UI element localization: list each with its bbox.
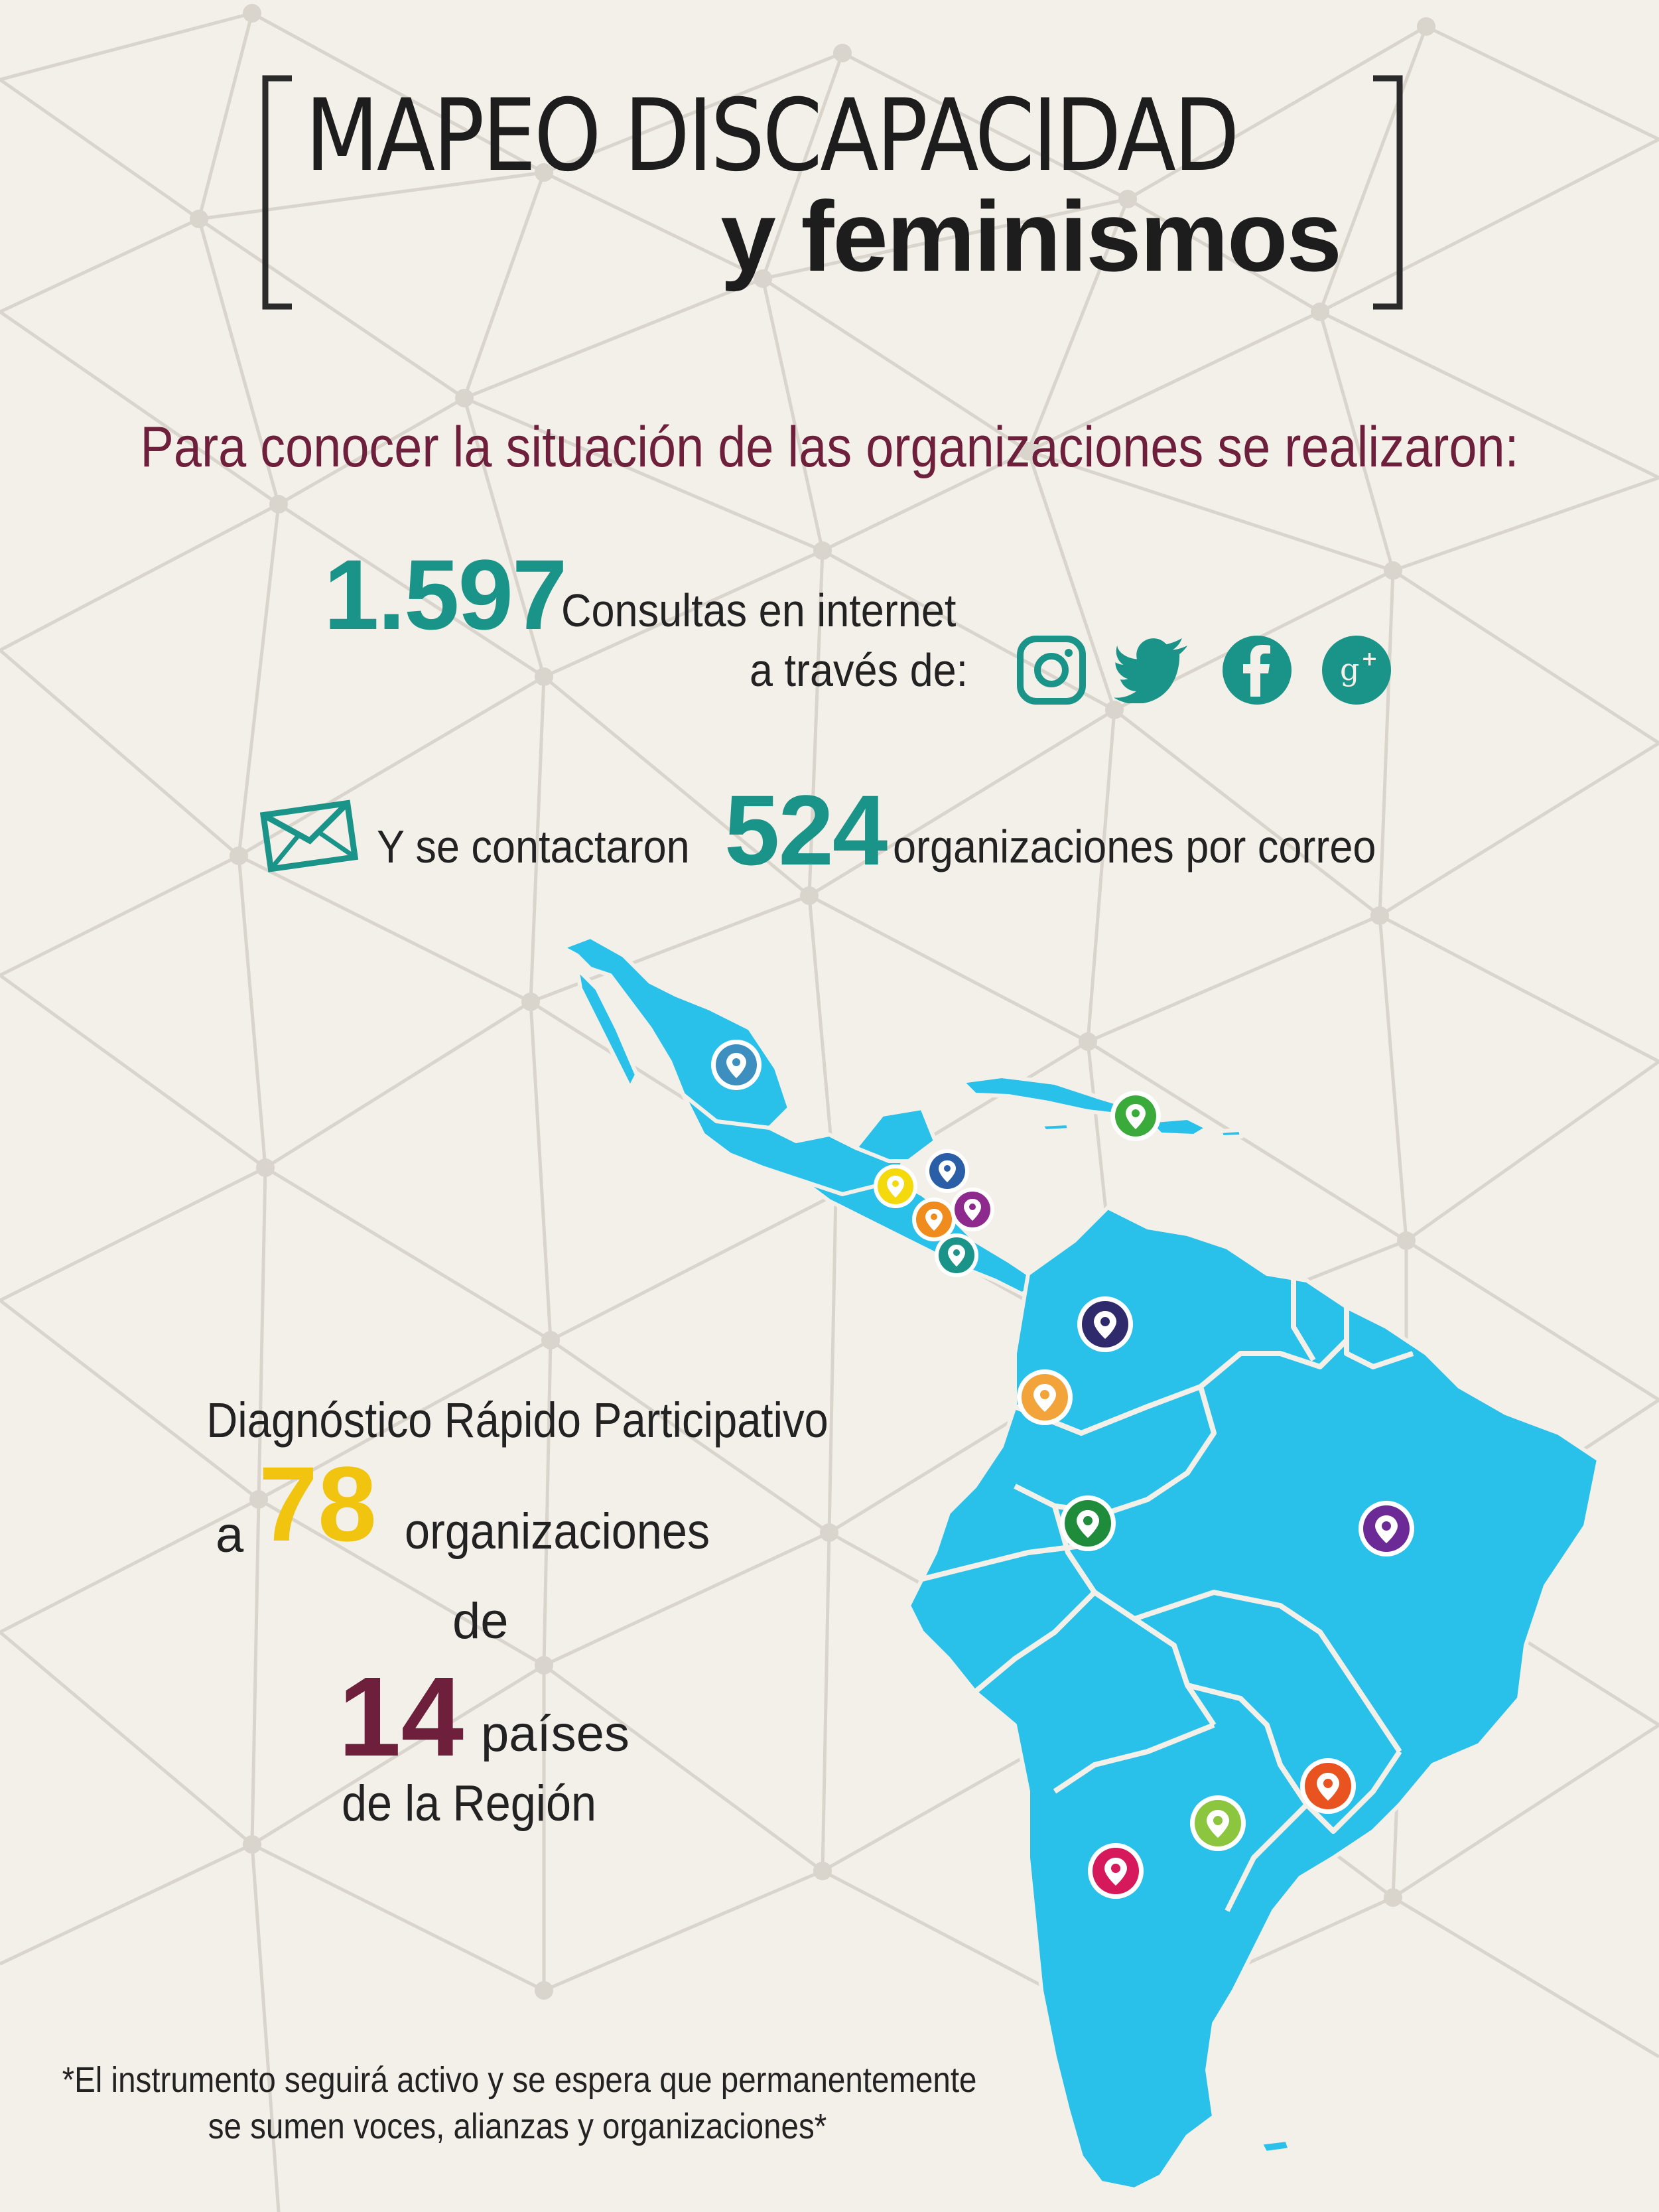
pin-chile	[1088, 1843, 1144, 1899]
map-cuba	[960, 1074, 1136, 1118]
internet-consultations-number: 1.597	[324, 539, 567, 650]
intro-text: Para conocer la situación de las organiz…	[140, 415, 1519, 479]
map-south-america	[907, 1206, 1601, 2191]
diagnostic-country-count: 14	[338, 1654, 464, 1780]
contacted-suffix: organizaciones por correo	[893, 821, 1376, 872]
footnote: *El instrumento seguirá activo y se espe…	[62, 2057, 977, 2150]
envelope-icon	[260, 799, 359, 872]
pin-colombia	[1077, 1296, 1133, 1352]
pin-ecuador	[1017, 1369, 1073, 1425]
map-falklands	[1258, 2138, 1292, 2155]
map-yucatan	[854, 1106, 937, 1163]
map-hispaniola	[1146, 1116, 1209, 1138]
pin-nicaragua	[951, 1188, 994, 1231]
svg-text:g: g	[1340, 652, 1359, 687]
pin-dominican-republic	[1110, 1091, 1161, 1141]
internet-consultations-label: Consultas en internet	[561, 585, 957, 636]
diagnostic-region: de la Región	[342, 1775, 597, 1832]
footnote-line1: *El instrumento seguirá activo y se espe…	[62, 2060, 977, 2100]
map-pins	[711, 1040, 1414, 1899]
pin-honduras	[925, 1149, 969, 1193]
facebook-icon	[1223, 636, 1292, 705]
svg-text:+: +	[1361, 648, 1378, 671]
pin-brazil	[1359, 1501, 1414, 1556]
contacted-prefix: Y se contactaron	[377, 821, 690, 872]
diagnostic-countries-label: países	[481, 1706, 630, 1762]
diagnostic-a: a	[216, 1507, 244, 1563]
via-label: a través de:	[750, 644, 968, 696]
contacted-number: 524	[724, 774, 888, 886]
twitter-icon	[1114, 638, 1188, 703]
pin-costa-rica	[935, 1233, 978, 1277]
map-jamaica	[1039, 1121, 1071, 1133]
diagnostic-org-count: 78	[259, 1444, 377, 1563]
title-brackets	[262, 75, 1403, 310]
map-borders	[921, 1274, 1414, 1912]
map-mexico	[561, 935, 791, 1130]
pin-peru	[1060, 1495, 1116, 1551]
map-puerto-rico	[1219, 1128, 1244, 1139]
latin-america-map	[561, 935, 1601, 2191]
pin-mexico	[711, 1040, 762, 1090]
pin-el-salvador	[912, 1198, 956, 1241]
pin-argentina	[1190, 1795, 1246, 1851]
footnote-line2: se sumen voces, alianzas y organizacione…	[208, 2107, 827, 2146]
map-baja	[575, 967, 639, 1090]
pin-uruguay	[1300, 1758, 1356, 1814]
pin-guatemala	[874, 1164, 917, 1208]
google-plus-icon: g +	[1322, 636, 1391, 705]
diagnostic-title: Diagnóstico Rápido Participativo	[206, 1393, 829, 1448]
title-main: MAPEO DISCAPACIDAD	[305, 78, 1240, 194]
title-subtitle: y feminismos	[720, 180, 1342, 292]
diagnostic-orgs-label: organizaciones	[405, 1503, 710, 1560]
diagnostic-de: de	[452, 1593, 509, 1649]
instagram-icon	[1017, 636, 1086, 705]
